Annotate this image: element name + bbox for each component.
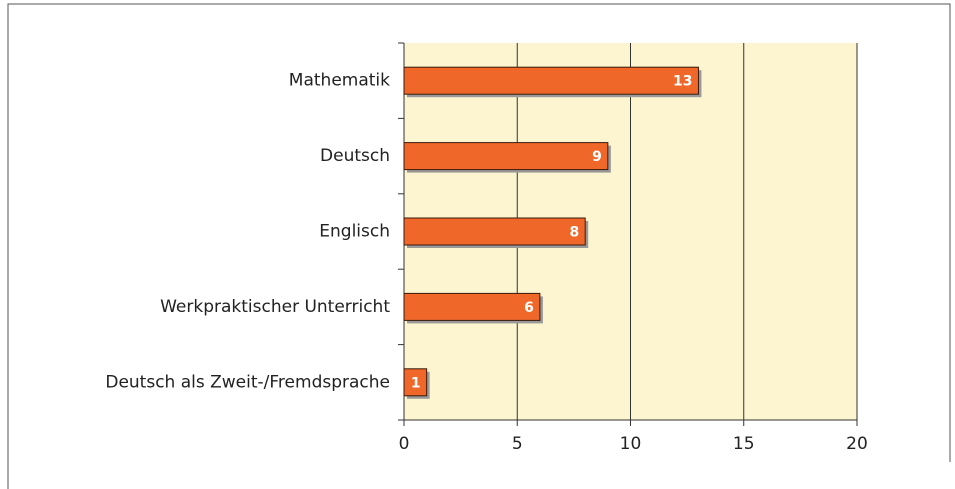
x-tick-label: 0: [399, 434, 410, 454]
data-label: 9: [592, 149, 602, 165]
x-tick-label: 15: [733, 434, 755, 454]
bar: [403, 368, 428, 397]
x-tick-label: 10: [620, 434, 642, 454]
data-label: 6: [524, 300, 534, 316]
x-tick-label: 20: [846, 434, 868, 454]
data-label: 1: [411, 375, 421, 391]
y-tick-label: Englisch: [319, 222, 390, 242]
y-tick-label: Deutsch als Zweit-/Fremdsprache: [105, 372, 390, 392]
data-label: 13: [673, 74, 692, 90]
bar: [403, 217, 586, 246]
bar: [403, 142, 609, 171]
bar: [403, 292, 541, 321]
x-tick-label: 5: [512, 434, 523, 454]
bar: [403, 66, 699, 95]
y-tick-label: Deutsch: [320, 146, 390, 166]
data-label: 8: [569, 225, 579, 241]
frame: [7, 3, 951, 489]
y-tick-label: Mathematik: [289, 71, 390, 91]
y-tick-label: Werkpraktischer Unterricht: [160, 297, 390, 317]
